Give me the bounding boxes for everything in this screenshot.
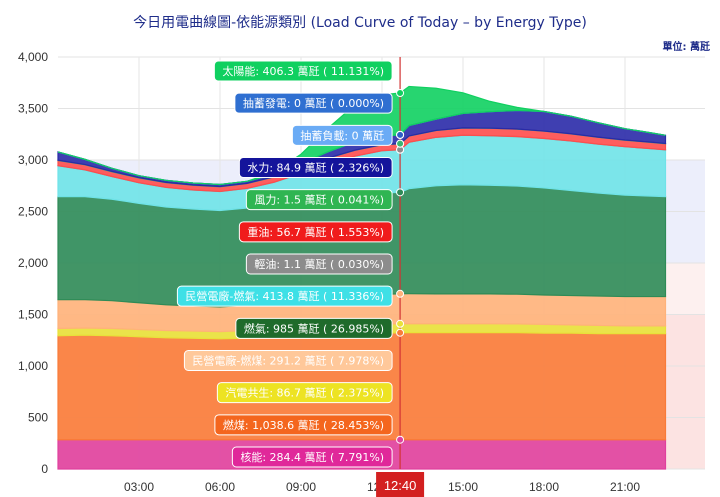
y-tick-label: 3,500	[18, 102, 48, 116]
tooltip-item-text: 太陽能: 406.3 萬瓩 ( 11.131%)	[222, 64, 384, 78]
tooltip-item-text: 風力: 1.5 萬瓩 ( 0.041%)	[254, 194, 384, 207]
y-tick-label: 2,000	[18, 256, 48, 270]
tooltip-item	[231, 446, 393, 468]
cursor-marker	[396, 188, 405, 197]
tooltip-item-text: 燃氣: 985 萬瓩 ( 26.985%)	[244, 321, 384, 335]
x-tick-label: 09:00	[286, 480, 316, 494]
tooltip-item	[245, 189, 393, 211]
unit-label: 單位: 萬瓩	[662, 42, 710, 53]
tooltip-item	[234, 92, 393, 114]
cursor-marker	[396, 319, 405, 328]
tooltip-item-text: 民營電廠-燃氣: 413.8 萬瓩 ( 11.336%)	[185, 289, 384, 303]
tooltip-item	[176, 285, 393, 307]
x-tick-label: 15:00	[448, 480, 478, 494]
tooltip-item	[245, 253, 393, 275]
x-tick-label: 06:00	[205, 480, 235, 494]
tooltip-item-text: 抽蓄發電: 0 萬瓩 ( 0.000%)	[243, 96, 384, 110]
cursor-marker	[396, 139, 405, 148]
tooltip-item-text: 抽蓄負載: 0 萬瓩	[300, 128, 384, 142]
cursor-marker	[396, 289, 405, 298]
crosshair-time-label: 12:40	[384, 478, 417, 493]
tooltip-item-text: 核能: 284.4 萬瓩 ( 7.791%)	[240, 450, 384, 464]
x-tick-label: 03:00	[124, 480, 154, 494]
y-tick-label: 2,500	[18, 205, 48, 219]
tooltip-item-text: 汽電共生: 86.7 萬瓩 ( 2.375%)	[225, 386, 384, 400]
tooltip-item-text: 民營電廠-燃煤: 291.2 萬瓩 ( 7.978%)	[192, 354, 384, 368]
x-tick-label: 21:00	[610, 480, 640, 494]
tooltip-item	[291, 124, 393, 146]
tooltip-item	[183, 350, 393, 371]
tooltip-item-text: 燃煤: 1,038.6 萬瓩 ( 28.453%)	[223, 418, 384, 432]
tooltip-item	[213, 60, 393, 82]
cursor-marker	[396, 328, 405, 337]
y-tick-label: 3,000	[18, 153, 48, 167]
cursor-marker	[396, 435, 405, 444]
chart-title: 今日用電曲線圖-依能源類別 (Load Curve of Today – by …	[133, 15, 587, 31]
y-tick-label: 0	[41, 462, 48, 476]
tooltip-item-text: 輕油: 1.1 萬瓩 ( 0.030%)	[254, 257, 384, 271]
tooltip-item-text: 水力: 84.9 萬瓩 ( 2.326%)	[247, 162, 384, 175]
y-tick-label: 4,000	[18, 50, 48, 64]
tooltip-item	[216, 382, 393, 404]
tooltip-item	[214, 414, 393, 436]
x-tick-label: 18:00	[529, 480, 559, 494]
tooltip-item-text: 重油: 56.7 萬瓩 ( 1.553%)	[247, 225, 384, 239]
tooltip-item	[235, 317, 393, 339]
cursor-marker	[396, 89, 405, 98]
crosshair-time-box	[376, 472, 425, 497]
y-tick-label: 1,000	[18, 359, 48, 373]
cursor-marker	[396, 130, 405, 139]
tooltip-item	[238, 157, 393, 178]
tooltip-item	[238, 221, 393, 243]
y-tick-label: 500	[28, 411, 48, 425]
y-tick-label: 1,500	[18, 308, 48, 322]
